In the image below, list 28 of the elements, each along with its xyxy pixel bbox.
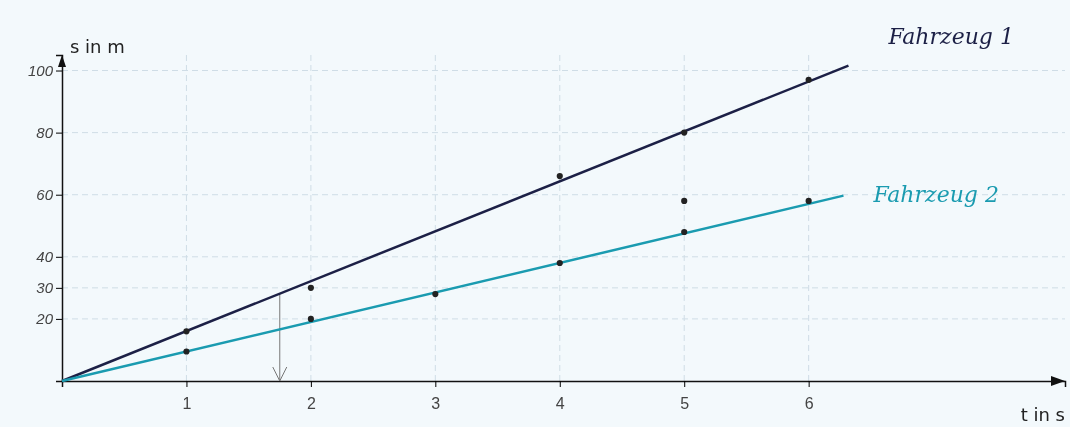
y-tick-label: 100 [27,61,54,79]
y-axis-title: s in m [70,36,125,57]
x-tick-label: 5 [680,395,690,413]
series-label: Fahrzeug 2 [872,181,999,207]
point [307,315,314,322]
y-tick-label: 60 [36,186,54,204]
point [681,129,688,136]
point [805,76,812,83]
x-tick-label: 1 [182,395,192,413]
y-tick-label: 40 [36,248,54,266]
point [805,197,812,205]
point [432,290,439,298]
y-tick-label: 20 [35,310,54,328]
series-label: Fahrzeug 1 [887,23,1014,49]
point [556,173,563,180]
x-tick-label: 3 [431,395,441,413]
point [681,197,688,205]
x-tick-label: 6 [804,395,814,413]
y-tick-label: 30 [36,279,54,297]
point [307,284,314,291]
point [183,348,190,355]
x-tick-label: 2 [306,395,316,413]
x-tick-label: 4 [555,395,565,413]
point [681,228,688,236]
x-axis-title: t in s [1020,404,1065,425]
y-tick-label: 80 [36,123,54,141]
point [556,259,563,267]
point [183,328,190,335]
